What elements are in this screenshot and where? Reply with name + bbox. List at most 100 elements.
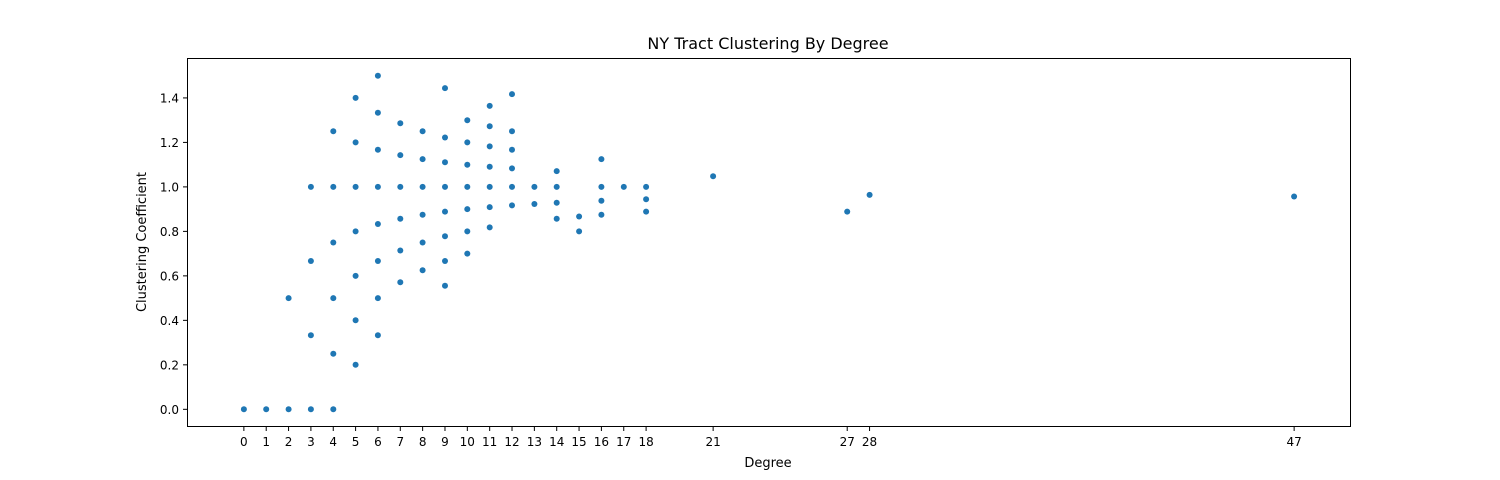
data-point [464,139,471,146]
data-point [307,258,314,264]
data-point [464,250,471,257]
x-tick-label: 47 [1286,435,1301,449]
x-tick-label: 13 [527,435,542,449]
data-point [442,183,448,190]
y-tick-label: 0.8 [160,225,179,239]
y-axis-ticks: 0.0 0.2 0.4 0.6 0.8 1.0 1.2 1.4 [160,91,188,417]
data-point [442,134,448,141]
data-point [598,211,605,218]
y-tick-label: 0.0 [160,403,179,417]
data-point [442,159,448,166]
data-point [598,197,605,204]
data-point [486,143,493,150]
y-tick-label: 0.6 [160,269,179,283]
data-point [397,247,404,254]
data-point [352,139,359,146]
y-tick-label: 1.4 [160,91,179,105]
data-point [844,208,851,215]
data-point [307,406,314,413]
data-point [397,120,404,127]
data-point [263,406,270,413]
x-tick-label: 5 [352,435,360,449]
data-point [352,228,359,235]
x-axis-label: Degree [744,456,791,471]
data-point [352,272,359,279]
y-tick-label: 0.4 [160,314,179,328]
data-point [486,204,493,211]
x-tick-label: 7 [396,435,404,449]
data-point [352,183,359,190]
x-tick-label: 15 [571,435,586,449]
data-point [643,208,650,215]
data-point [374,258,381,264]
data-point [553,168,560,175]
x-tick-label: 21 [705,435,720,449]
data-point [576,228,583,235]
data-point [509,202,515,209]
data-point [307,183,314,190]
data-point [397,183,404,190]
data-point [486,224,493,231]
data-point [330,350,337,357]
data-point [509,183,515,190]
x-tick-label: 14 [549,435,564,449]
data-point [643,183,650,190]
x-tick-label: 18 [638,435,653,449]
data-point [598,156,605,163]
data-point [553,215,560,222]
data-point [374,221,381,227]
data-point [419,183,426,190]
data-point [330,183,337,190]
data-point [531,183,538,190]
data-point [352,317,359,324]
data-point [330,406,337,413]
data-point [330,239,337,246]
x-tick-label: 3 [307,435,315,449]
data-point [285,406,292,413]
data-point [1291,193,1298,200]
data-point [464,206,471,213]
x-tick-label: 8 [419,435,427,449]
data-point [397,215,404,222]
data-point [531,201,538,207]
data-point [486,183,493,190]
data-point [419,128,426,135]
x-tick-label: 0 [240,435,248,449]
data-point [509,91,515,98]
data-point [486,123,493,130]
data-point [486,102,493,109]
data-point [374,72,381,79]
data-point [553,199,560,206]
data-point [509,165,515,172]
x-tick-label: 9 [441,435,449,449]
data-point [576,213,583,220]
x-tick-label: 2 [285,435,293,449]
data-point [330,295,337,302]
x-tick-label: 1 [262,435,270,449]
data-point [620,183,627,190]
x-tick-label: 10 [460,435,475,449]
data-point [464,228,471,235]
data-point [643,196,650,203]
chart-title: NY Tract Clustering By Degree [647,34,888,53]
data-point [240,406,247,413]
y-tick-label: 1.0 [160,180,179,194]
x-tick-label: 12 [504,435,519,449]
data-point [464,117,471,124]
data-point [285,295,292,302]
y-tick-label: 1.2 [160,136,179,150]
data-point [509,146,515,153]
data-point [307,332,314,339]
x-tick-label: 6 [374,435,382,449]
x-tick-label: 11 [482,435,497,449]
data-point [598,183,605,190]
data-point [553,183,560,190]
x-tick-label: 27 [840,435,855,449]
data-point [710,173,717,180]
data-point [509,128,515,135]
data-point [352,361,359,368]
data-point [442,85,448,92]
y-tick-label: 0.2 [160,358,179,372]
